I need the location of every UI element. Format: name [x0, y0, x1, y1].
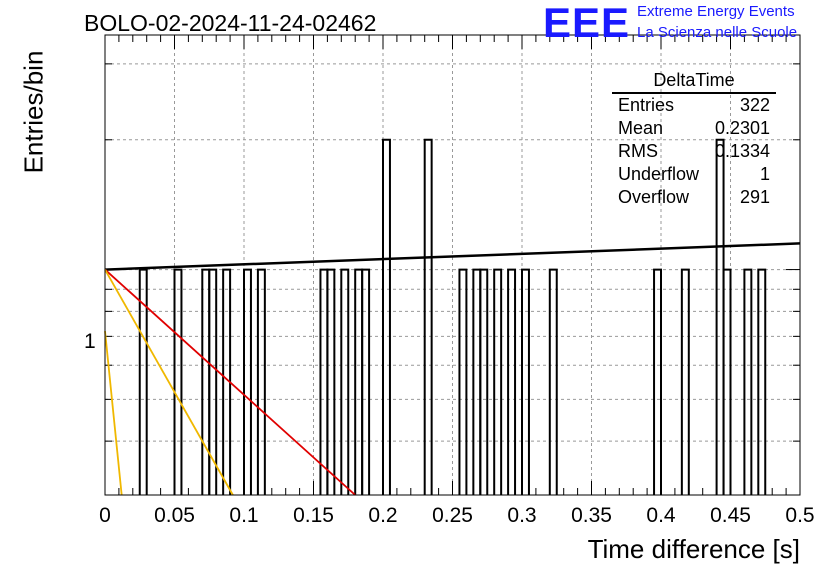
stats-box: DeltaTime Entries 322 Mean 0.2301 RMS 0.…	[612, 71, 776, 209]
histogram-bar	[548, 268, 558, 495]
stats-value: 0.1334	[714, 141, 770, 161]
histogram-bar	[653, 268, 662, 495]
fit-curve	[104, 242, 801, 271]
y-tick-label-1: 1	[84, 330, 96, 353]
x-tick-label: 0.45	[710, 504, 751, 527]
histogram-bar	[680, 268, 690, 495]
histogram-bar	[340, 268, 350, 495]
x-tick-label: 0.1	[229, 504, 258, 527]
histogram-bar	[521, 268, 530, 495]
stats-row-rms: RMS 0.1334	[612, 140, 776, 163]
stats-title: DeltaTime	[612, 71, 776, 94]
histogram-bar	[173, 268, 183, 495]
histogram-bar	[507, 268, 517, 495]
fit-curves	[104, 242, 801, 496]
histogram-bar	[757, 268, 767, 495]
histogram-bar	[319, 268, 329, 495]
stats-label: RMS	[618, 141, 658, 161]
stats-value: 1	[759, 164, 770, 184]
histogram-bar	[361, 268, 371, 495]
plot-frame	[104, 34, 801, 496]
histogram-bar	[138, 268, 148, 495]
stats-row-underflow: Underflow 1	[612, 163, 776, 186]
histogram-bar	[256, 268, 266, 495]
stats-label: Overflow	[618, 187, 690, 207]
logo-line-2: La Scienza nelle Scuole	[637, 24, 798, 41]
histogram-bar	[472, 268, 482, 495]
histogram-bar	[201, 268, 211, 495]
histogram-bar	[493, 268, 503, 495]
x-tick-labels: 0 0.05 0.1 0.15 0.2 0.25 0.3 0.35 0.4 0.45 0.5	[99, 504, 814, 527]
x-tick-label: 0.5	[785, 504, 814, 527]
stats-value: 0.2301	[714, 118, 770, 138]
fit-curve	[104, 269, 234, 496]
histogram-bar	[458, 268, 468, 495]
y-axis-label: Entries/bin	[18, 50, 49, 174]
histogram-bar	[479, 268, 489, 495]
stats-label: Mean	[618, 118, 664, 138]
x-tick-label: 0.4	[646, 504, 676, 527]
histogram-bar	[743, 268, 753, 495]
histogram-bar	[722, 268, 732, 495]
fit-curve	[104, 330, 123, 496]
fit-curve	[104, 268, 356, 496]
stats-value: 291	[739, 187, 770, 207]
histogram-bar	[354, 268, 364, 495]
x-tick-label: 0.15	[293, 504, 334, 527]
histogram-bar	[208, 268, 218, 495]
stats-label: Underflow	[618, 164, 700, 184]
histogram-bars	[138, 138, 767, 495]
stats-row-entries: Entries 322	[612, 94, 776, 117]
histogram-bar	[382, 138, 391, 495]
x-tick-label: 0.35	[571, 504, 612, 527]
histogram-bar	[326, 268, 336, 495]
stats-row-overflow: Overflow 291	[612, 186, 776, 209]
x-tick-label: 0	[99, 504, 111, 527]
x-tick-label: 0.25	[432, 504, 473, 527]
stats-label: Entries	[618, 95, 675, 115]
stats-value: 322	[739, 95, 770, 115]
eee-logo: EEE	[543, 0, 631, 46]
logo-line-1: Extreme Energy Events	[637, 3, 795, 20]
histogram-bar	[243, 268, 252, 495]
x-tick-label: 0.05	[154, 504, 195, 527]
x-tick-label: 0.2	[368, 504, 397, 527]
x-axis-label: Time difference [s]	[587, 534, 800, 564]
plot-title: BOLO-02-2024-11-24-02462	[84, 10, 377, 36]
stats-row-mean: Mean 0.2301	[612, 117, 776, 140]
histogram-bar	[423, 138, 433, 495]
x-tick-label: 0.3	[507, 504, 536, 527]
